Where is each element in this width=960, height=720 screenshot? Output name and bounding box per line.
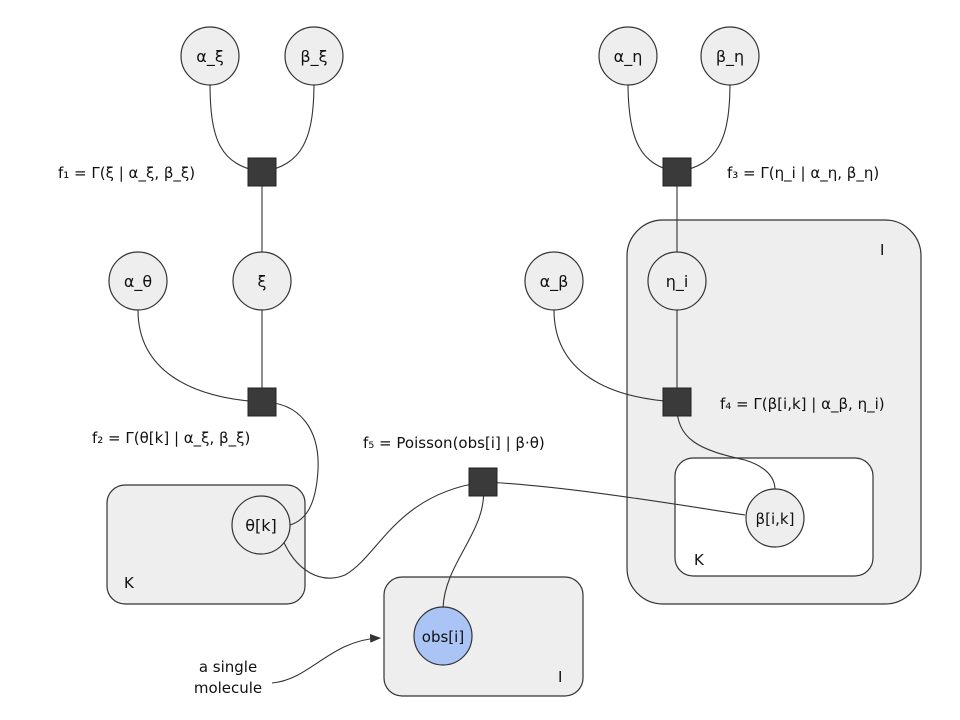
inner-k-plate-label: K — [694, 551, 705, 569]
node-theta-k-label: θ[k] — [245, 516, 277, 535]
node-beta-xi: β_ξ — [284, 26, 344, 86]
factor-f4-label: f₄ = Γ(β[i,k] | α_β, η_i) — [720, 395, 885, 414]
node-obs-i-label: obs[i] — [422, 628, 464, 646]
edge-f5-beta-ik — [482, 481, 746, 516]
annotation-line1: a single — [199, 658, 257, 676]
factor-f5-square — [468, 467, 498, 497]
edge-f5-obs — [442, 481, 485, 609]
factor-f3-label: f₃ = Γ(η_i | α_η, β_η) — [727, 164, 879, 183]
obs-plate — [383, 576, 584, 697]
node-eta-i: η_i — [647, 251, 707, 311]
edge-f4-beta-ik — [676, 401, 776, 491]
node-xi-label: ξ — [258, 272, 267, 291]
edge-f2-theta — [261, 401, 319, 526]
node-alpha-theta: α_θ — [108, 251, 168, 311]
outer-i-plate-label: I — [880, 241, 884, 259]
node-theta-k: θ[k] — [231, 495, 291, 555]
node-alpha-eta-label: α_η — [614, 47, 643, 67]
edge-theta-f5 — [281, 481, 484, 579]
node-beta-xi-label: β_ξ — [300, 47, 327, 67]
node-alpha-xi: α_ξ — [180, 26, 240, 86]
factor-f2-square — [247, 387, 277, 417]
node-beta-ik-label: β[i,k] — [756, 510, 795, 528]
node-beta-eta-label: β_η — [716, 47, 744, 67]
factor-f1-square — [247, 157, 277, 187]
node-beta-ik: β[i,k] — [745, 488, 805, 548]
theta-plate-label: K — [124, 574, 135, 592]
obs-plate-label: I — [558, 668, 562, 686]
node-xi: ξ — [232, 251, 292, 311]
edge-alpha-theta-f2 — [137, 309, 263, 403]
node-alpha-beta: α_β — [524, 251, 584, 311]
node-alpha-eta: α_η — [598, 26, 658, 86]
factor-f4-square — [662, 387, 692, 417]
node-alpha-xi-label: α_ξ — [196, 47, 224, 67]
node-alpha-beta-label: α_β — [540, 272, 569, 292]
node-eta-i-label: η_i — [666, 272, 689, 292]
factor-f1-label: f₁ = Γ(ξ | α_ξ, β_ξ) — [58, 164, 195, 183]
factor-f2-label: f₂ = Γ(θ[k] | α_ξ, β_ξ) — [92, 429, 250, 448]
annotation-arrow — [271, 634, 382, 684]
annotation-line2: molecule — [194, 679, 262, 697]
node-beta-eta: β_η — [700, 26, 760, 86]
factor-f3-square — [662, 157, 692, 187]
factor-f5-label: f₅ = Poisson(obs[i] | β·θ) — [363, 434, 545, 452]
edge-alpha-beta-f4 — [553, 309, 678, 403]
node-alpha-theta-label: α_θ — [124, 272, 152, 292]
node-obs-i: obs[i] — [413, 606, 473, 666]
